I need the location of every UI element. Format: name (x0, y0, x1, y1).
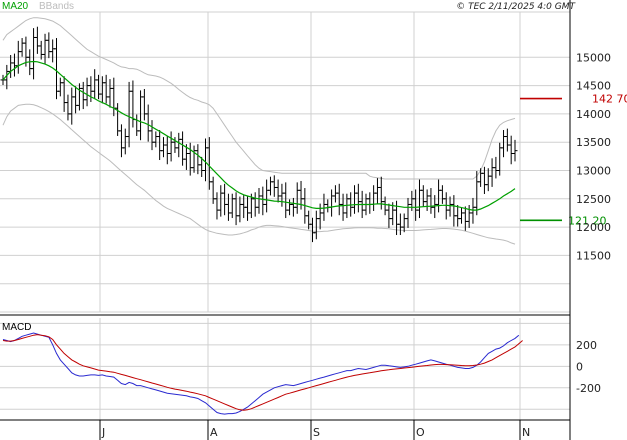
price-axis-tick: 12000 (576, 221, 611, 234)
x-axis-month-label: N (522, 426, 530, 439)
bbands-upper-line (2, 17, 516, 180)
macd-axis-tick: 200 (576, 339, 597, 352)
price-axis-tick: 14000 (576, 108, 611, 121)
price-axis-tick: 15000 (576, 51, 611, 64)
legend-bbands: BBands (39, 1, 74, 12)
x-axis-month-label: J (101, 426, 105, 439)
x-axis-month-label: S (313, 426, 320, 439)
legend-ma20: MA20 (2, 1, 29, 12)
price-axis-tick: 12500 (576, 193, 611, 206)
macd-axis-tick: 0 (576, 360, 583, 373)
ohlc-bar (512, 139, 518, 162)
macd-line (2, 332, 520, 415)
macd-label: MACD (2, 322, 31, 333)
price-axis-tick: 11500 (576, 249, 611, 262)
price-level-label: 121 20 (568, 214, 607, 227)
x-axis-month-label: A (210, 426, 218, 439)
copyright-credit: © TEC 2/11/2025 4:0 GMT (456, 2, 576, 12)
price-axis-tick: 13500 (576, 136, 611, 149)
signal-line (2, 334, 523, 411)
price-axis-tick: 14500 (576, 80, 611, 93)
price-level-label: 142 70 (592, 93, 627, 106)
macd-axis-tick: -200 (576, 382, 601, 395)
bbands-lower-line (2, 103, 516, 245)
ma20-line (2, 60, 516, 211)
price-axis-tick: 13000 (576, 164, 611, 177)
x-axis-month-label: O (416, 426, 425, 439)
